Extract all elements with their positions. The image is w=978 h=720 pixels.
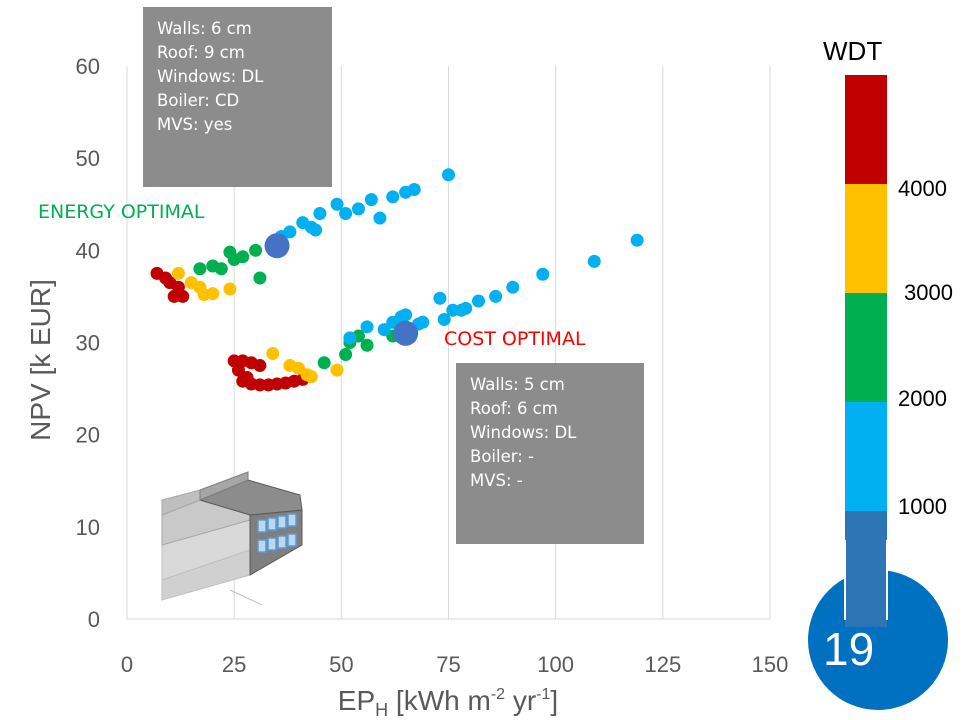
color-scale-bulb-neck (845, 619, 887, 627)
scatter-point (206, 287, 220, 301)
callout-line: Roof: 6 cm (470, 399, 558, 418)
callout-line: Boiler: CD (157, 91, 240, 110)
callout-line: MVS: yes (157, 115, 233, 134)
building-icon (161, 471, 303, 606)
scatter-point (343, 331, 357, 345)
x-tick-label: 25 (222, 652, 246, 677)
y-tick-label: 50 (76, 146, 100, 171)
scatter-point (171, 266, 185, 280)
scatter-point (364, 193, 378, 207)
scatter-point (416, 315, 430, 329)
scatter-point (304, 370, 318, 384)
scatter-point (223, 282, 237, 296)
callout-line: Windows: DL (157, 67, 264, 86)
scatter-points (150, 168, 644, 392)
y-tick-label: 30 (76, 331, 100, 356)
cost-optimal-point (393, 320, 419, 346)
scatter-point (360, 320, 374, 334)
scatter-point (330, 363, 344, 377)
scatter-point (193, 262, 207, 276)
scatter-point (339, 206, 353, 220)
scatter-point (330, 197, 344, 211)
color-scale-title: WDT (823, 36, 883, 66)
scatter-point (214, 262, 228, 276)
scatter-point (442, 168, 455, 182)
scatter-point (283, 225, 297, 239)
x-tick-label: 125 (644, 652, 681, 677)
cost-optimal-label: COST OPTIMAL (444, 328, 586, 350)
scatter-point (506, 280, 520, 294)
scatter-point (309, 223, 323, 237)
callout-line: Walls: 5 cm (470, 375, 565, 394)
tick-labels: 0 25 50 75 100 125 150 0 10 20 30 40 50 60 (76, 54, 789, 677)
x-tick-label: 150 (752, 652, 789, 677)
y-tick-label: 20 (76, 423, 100, 448)
x-tick-label: 75 (436, 652, 460, 677)
scatter-point (360, 338, 374, 352)
scatter-point (253, 271, 267, 285)
scatter-point (536, 267, 550, 281)
scatter-point (339, 347, 353, 361)
scatter-point (630, 233, 644, 247)
color-scale-bar (808, 75, 948, 710)
color-scale-tick: 3000 (904, 280, 953, 305)
optimal-points (264, 233, 419, 346)
color-scale-tick: 4000 (898, 176, 947, 201)
scatter-point (489, 289, 503, 303)
scatter-point (351, 202, 365, 216)
callout-line: Boiler: - (470, 447, 534, 466)
color-scale-band (845, 402, 887, 511)
scatter-point (399, 308, 413, 322)
scatter-point (433, 291, 447, 305)
cost-optimal-callout: Walls: 5 cm Roof: 6 cm Windows: DL Boile… (456, 363, 644, 544)
y-axis-title: NPV [k EUR] (25, 279, 56, 441)
y-tick-label: 60 (76, 54, 100, 79)
callout-line: MVS: - (470, 471, 523, 490)
color-scale-band (845, 75, 887, 184)
y-tick-label: 40 (76, 238, 100, 263)
scatter-point (253, 359, 267, 373)
scatter-point (373, 211, 387, 225)
scatter-point (231, 363, 245, 377)
scatter-point (266, 347, 280, 361)
energy-optimal-label: ENERGY OPTIMAL (38, 201, 205, 223)
scatter-point (386, 190, 400, 204)
color-scale-tick: 1000 (898, 494, 947, 519)
scatter-point (377, 323, 391, 337)
color-scale-band (845, 511, 887, 620)
scatter-point (313, 206, 327, 220)
callout-line: Roof: 9 cm (157, 43, 245, 62)
scatter-point (587, 254, 601, 268)
callout-line: Walls: 6 cm (157, 19, 252, 38)
x-axis-title: EPH [kWh m-2 yr-1] (338, 685, 558, 720)
energy-optimal-callout: Walls: 6 cm Roof: 9 cm Windows: DL Boile… (143, 7, 332, 187)
scatter-point (176, 289, 190, 303)
scatter-point (472, 294, 486, 308)
x-tick-label: 0 (121, 652, 133, 677)
color-scale-band (845, 184, 887, 293)
page-number-badge: 19 (823, 623, 875, 675)
scatter-point (249, 243, 263, 257)
badge-circle (808, 570, 948, 710)
scatter-point (317, 356, 331, 370)
scatter-point (236, 250, 250, 264)
color-scale-band (845, 293, 887, 402)
scatter-point (459, 301, 473, 315)
energy-optimal-point (264, 233, 290, 259)
scatter-point (437, 312, 451, 326)
x-tick-label: 50 (329, 652, 353, 677)
x-tick-label: 100 (537, 652, 574, 677)
scatter-point (407, 183, 421, 197)
callout-line: Windows: DL (470, 423, 577, 442)
y-tick-label: 0 (88, 607, 100, 632)
y-tick-label: 10 (76, 515, 100, 540)
color-scale-tick: 2000 (898, 386, 947, 411)
